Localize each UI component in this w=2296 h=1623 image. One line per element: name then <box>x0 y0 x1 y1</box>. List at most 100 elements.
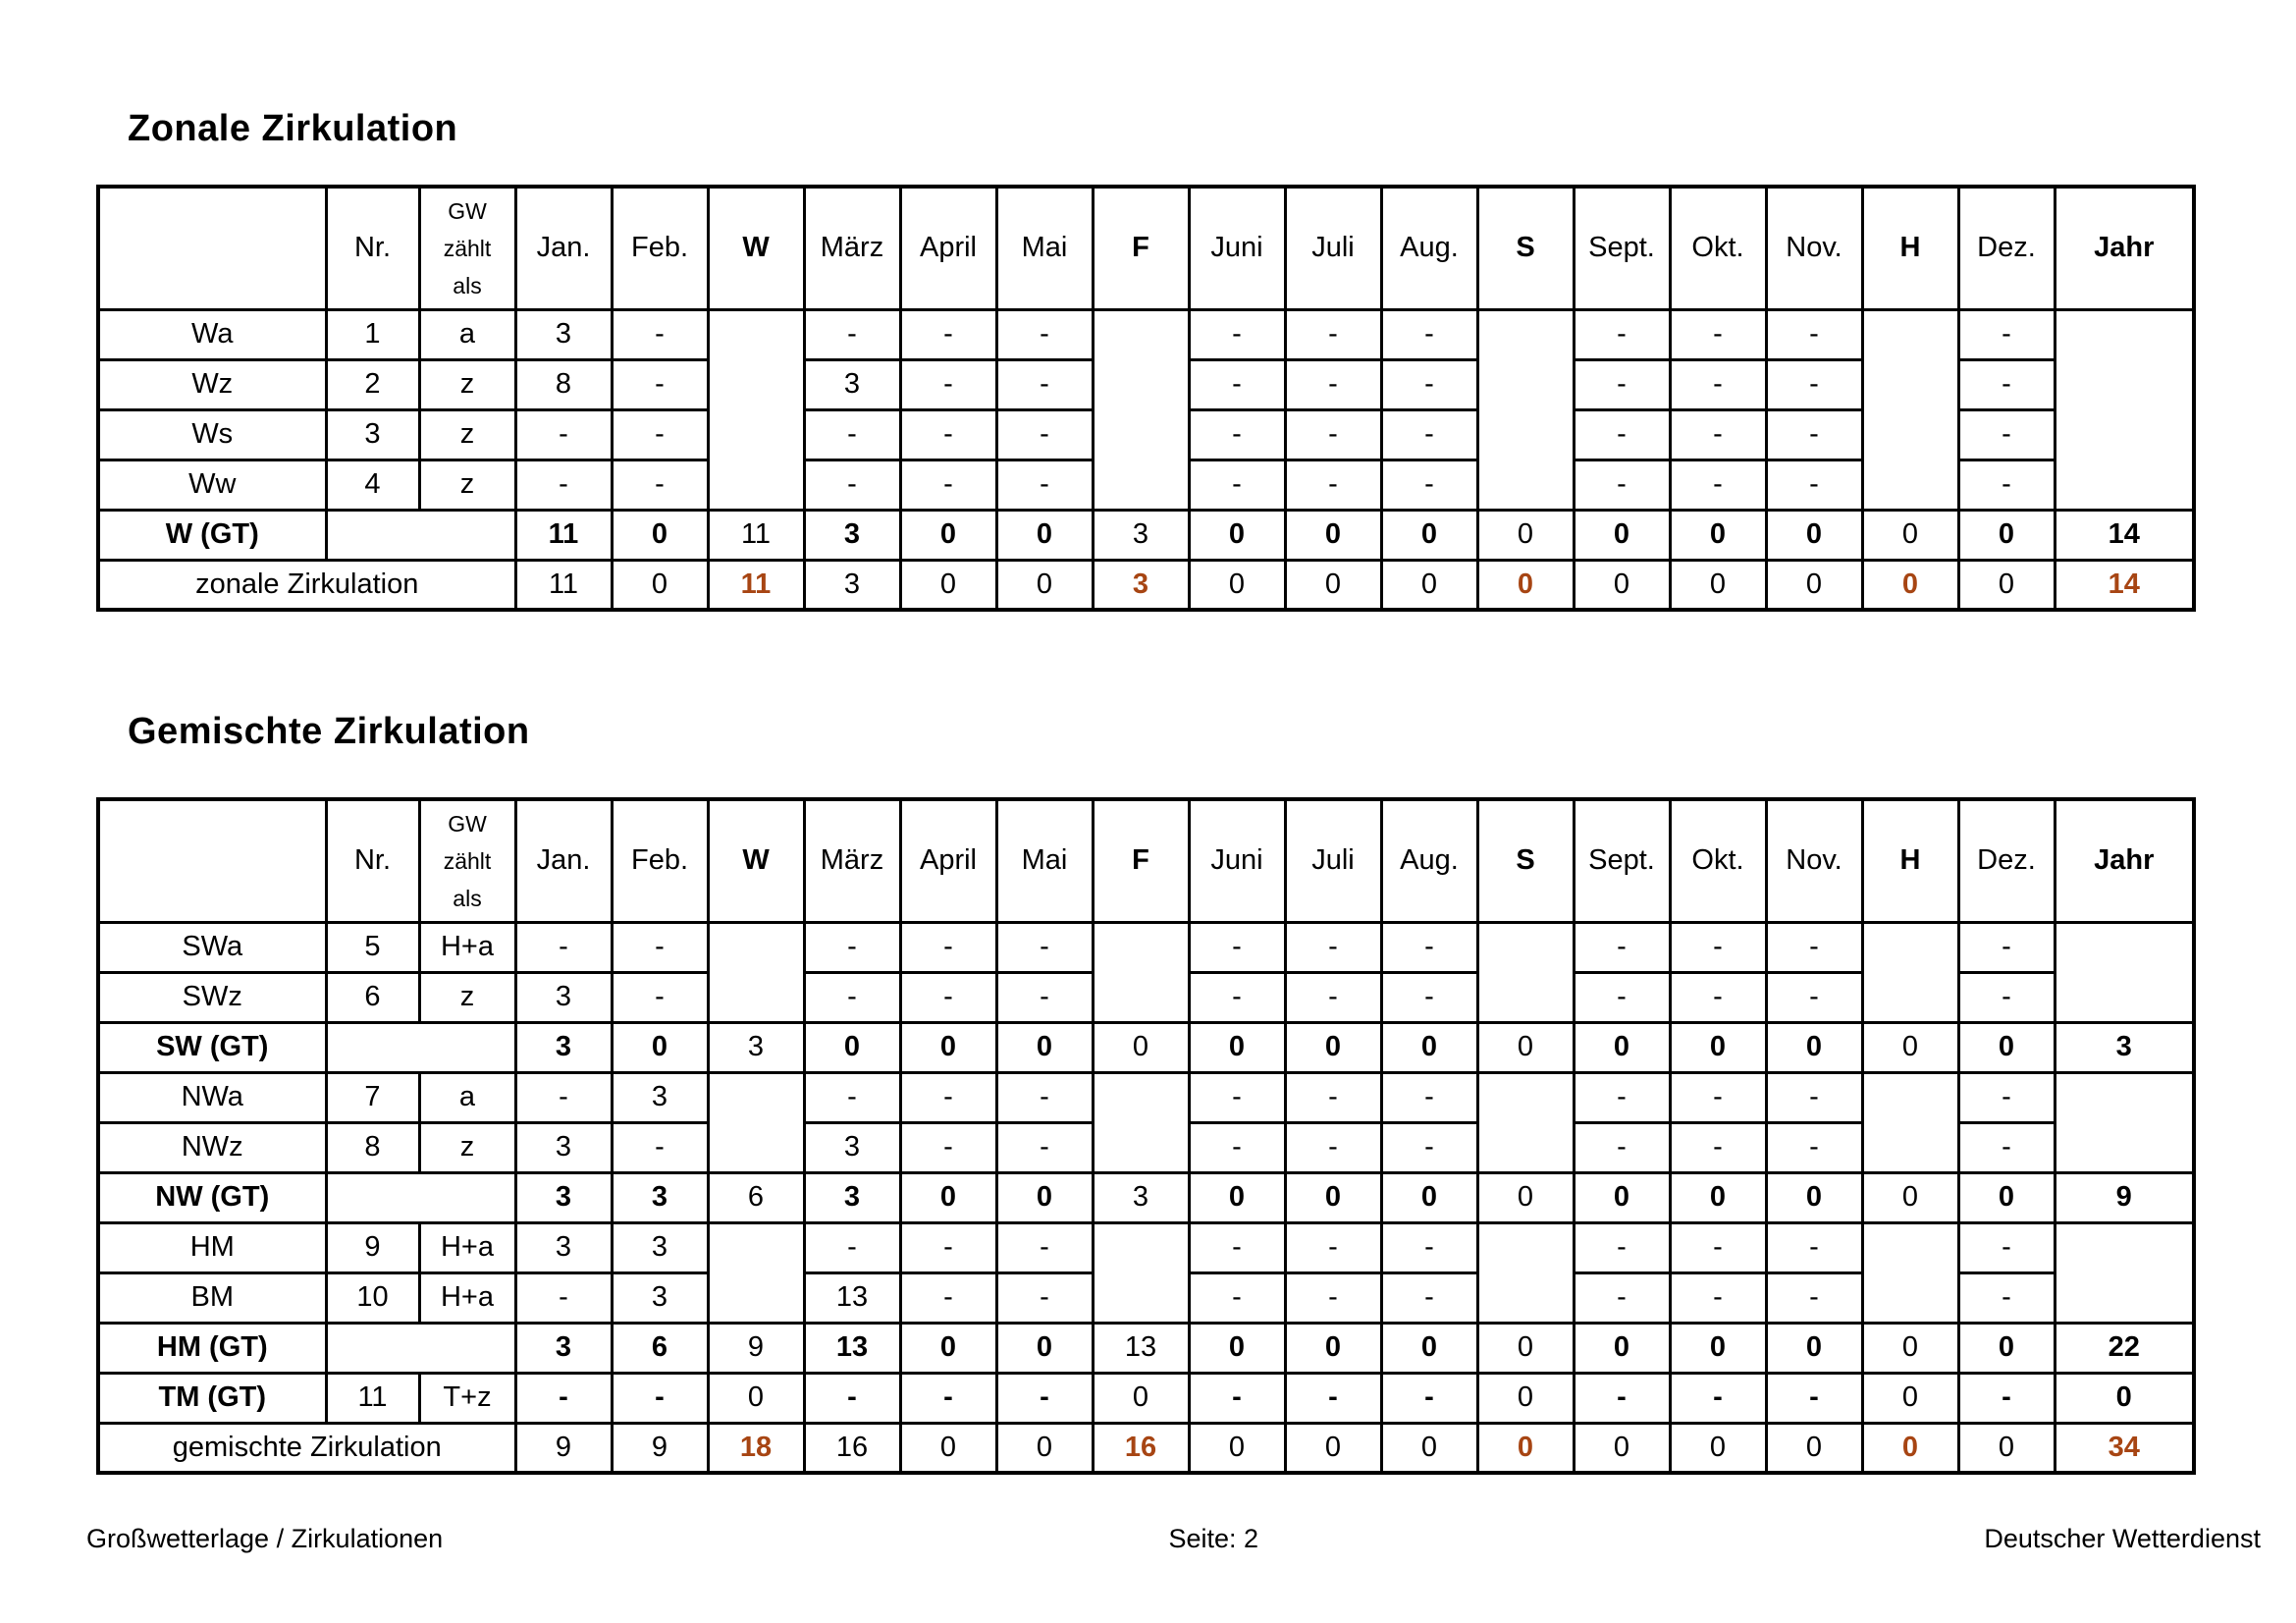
season-s-spacer <box>1475 307 1575 512</box>
season-f-cell: 3 <box>1091 508 1191 562</box>
season-s-cell: 0 <box>1475 508 1575 562</box>
month-cell: - <box>1668 1371 1768 1425</box>
month-cell: - <box>802 1371 902 1425</box>
year-cell: 0 <box>2053 1371 2196 1425</box>
month-cell: - <box>610 357 710 411</box>
month-cell: - <box>1956 920 2056 974</box>
season-w-spacer <box>706 1070 806 1174</box>
season-s-cell: 0 <box>1475 1020 1575 1074</box>
month-cell: - <box>610 920 710 974</box>
month-cell: 0 <box>1187 558 1287 612</box>
year-spacer <box>2053 1220 2196 1325</box>
row-label: HM (GT) <box>96 1321 328 1375</box>
season-f-cell: 0 <box>1091 1371 1191 1425</box>
month-cell: - <box>994 1070 1095 1124</box>
month-cell: 3 <box>610 1220 710 1274</box>
data-row: SWz 6 z 3- - - - - - - - - - - <box>96 970 2194 1024</box>
month-cell: 0 <box>1283 558 1383 612</box>
gw-cell: z <box>417 458 517 512</box>
month-cell: - <box>1187 1220 1287 1274</box>
footer-page-number: Seite: 2 <box>1168 1524 1259 1553</box>
season-s-cell: 0 <box>1475 1321 1575 1375</box>
month-cell: 0 <box>1956 558 2056 612</box>
month-cell: - <box>1379 458 1479 512</box>
season-f-spacer <box>1091 1220 1191 1325</box>
month-cell: - <box>1572 307 1672 361</box>
nr-cell: 5 <box>324 920 421 974</box>
month-cell: - <box>898 407 998 461</box>
month-cell: - <box>994 1220 1095 1274</box>
month-cell: - <box>1956 307 2056 361</box>
data-row: Ws 3 z - - - - - - - - - - - - <box>96 407 2194 461</box>
year-cell: 34 <box>2053 1421 2196 1475</box>
year-cell: 14 <box>2053 508 2196 562</box>
gw-cell: H+a <box>417 1271 517 1325</box>
month-cell: - <box>1956 1271 2056 1325</box>
month-cell: 0 <box>1187 1170 1287 1224</box>
month-cell: 0 <box>1572 1321 1672 1375</box>
column-header-year: Jahr <box>2053 797 2196 924</box>
row-label: SW (GT) <box>96 1020 328 1074</box>
month-cell: - <box>1956 357 2056 411</box>
gw-cell: H+a <box>417 920 517 974</box>
season-f-cell: 16 <box>1091 1421 1191 1475</box>
month-cell: - <box>898 1120 998 1174</box>
month-cell: - <box>802 307 902 361</box>
month-cell: 3 <box>802 1120 902 1174</box>
season-h-cell: 0 <box>1860 1371 1960 1425</box>
month-cell: - <box>1379 357 1479 411</box>
month-cell: 0 <box>898 1020 998 1074</box>
header-row: Nr. GW zählt als Jan. Feb. W März April Mai F Juni J… <box>96 797 2196 924</box>
nr-cell: 7 <box>324 1070 421 1124</box>
month-cell: 0 <box>1283 1321 1383 1375</box>
month-cell: 3 <box>513 1020 614 1074</box>
month-cell: 3 <box>513 307 614 361</box>
footer-left-text: Großwetterlage / Zirkulationen <box>86 1524 444 1553</box>
month-cell: - <box>1764 357 1864 411</box>
subtotal-row: W (GT) 11 0 11 3 0 0 3 0 0 0 0 0 0 0 0 0 14 <box>96 508 2196 562</box>
month-cell: 0 <box>994 508 1095 562</box>
month-cell: 0 <box>1379 1321 1479 1375</box>
month-cell: - <box>1379 307 1479 361</box>
month-cell: 0 <box>994 1020 1095 1074</box>
season-w-spacer <box>706 1220 806 1325</box>
month-cell: - <box>1283 1070 1383 1124</box>
month-cell: 0 <box>1764 1020 1864 1074</box>
column-header-month: Sept. <box>1572 185 1672 311</box>
month-cell: - <box>610 1371 710 1425</box>
nr-gw-merged-cell <box>324 1170 517 1224</box>
month-cell: 0 <box>1956 1321 2056 1375</box>
nr-cell: 10 <box>324 1271 421 1325</box>
gw-cell: z <box>417 407 517 461</box>
season-w-cell: 3 <box>706 1020 806 1074</box>
month-cell: - <box>898 1070 998 1124</box>
month-cell: 3 <box>802 1170 902 1224</box>
data-row: SWa 5 H+a - - - - - - - - - - - - <box>96 920 2196 1024</box>
column-header-season: W <box>706 797 806 924</box>
header-row: Nr. GW zählt als Jan. Feb. W März April Mai F Juni J… <box>96 185 2196 311</box>
month-cell: 0 <box>610 1020 710 1074</box>
column-header-nr: Nr. <box>324 797 421 924</box>
month-cell: 0 <box>1764 508 1864 562</box>
month-cell: 0 <box>994 1321 1095 1375</box>
season-h-cell: 0 <box>1860 508 1960 562</box>
month-cell: - <box>1764 1371 1864 1425</box>
season-w-spacer <box>706 920 806 1024</box>
total-row: zonale Zirkulation 11 0 11 3 0 0 3 0 0 0 0 0 0 0 0 0 14 <box>96 558 2196 612</box>
month-cell: 0 <box>610 558 710 612</box>
month-cell: - <box>1283 920 1383 974</box>
column-header-month: Nov. <box>1764 797 1864 924</box>
column-header-nr: Nr. <box>324 185 421 311</box>
month-cell: 0 <box>802 1020 902 1074</box>
month-cell: - <box>1668 970 1768 1024</box>
month-cell: - <box>1283 458 1383 512</box>
row-label: SWa <box>96 920 328 974</box>
month-cell: - <box>1283 970 1383 1024</box>
month-cell: 0 <box>1572 1170 1672 1224</box>
subtotal-row: HM (GT) 3 6 9 13 0 0 13 0 0 0 0 0 0 0 0 0 22 <box>96 1321 2196 1375</box>
column-header-season: S <box>1475 185 1575 311</box>
gw-cell: z <box>417 357 517 411</box>
column-header-empty <box>96 797 328 924</box>
column-header-gw: GW zählt als <box>417 797 517 924</box>
section-title-gemischte: Gemischte Zirkulation <box>128 711 530 752</box>
